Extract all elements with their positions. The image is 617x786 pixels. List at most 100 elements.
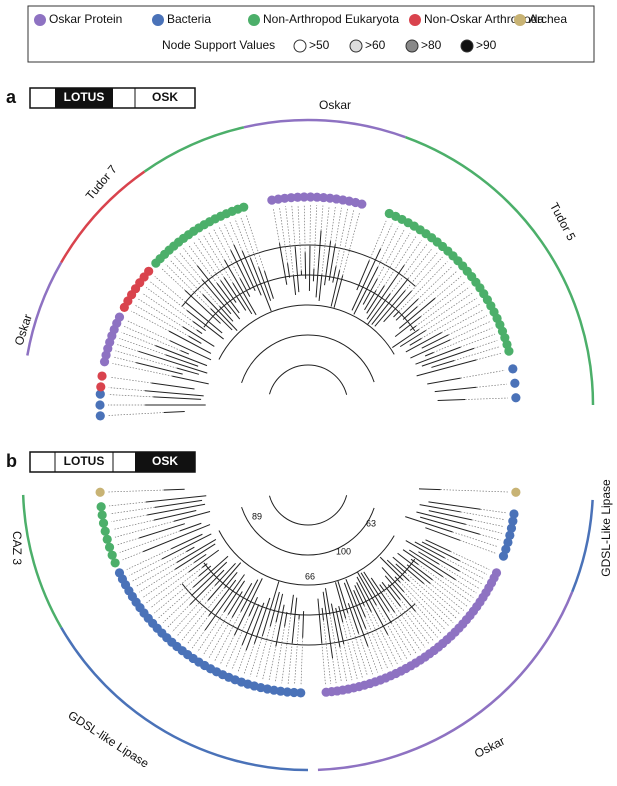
branch	[145, 287, 194, 322]
branch	[297, 205, 302, 271]
branch	[432, 579, 468, 607]
clade-arc	[60, 170, 146, 264]
branch	[427, 377, 461, 385]
branch	[290, 594, 294, 615]
branch	[442, 576, 474, 598]
branch	[181, 244, 416, 307]
lotus-domain	[55, 88, 113, 108]
branch	[119, 338, 166, 356]
branch	[150, 567, 203, 609]
branch	[165, 354, 199, 367]
branch	[402, 579, 450, 627]
branch	[135, 562, 178, 587]
support-level: >80	[421, 38, 442, 52]
branch	[229, 220, 243, 252]
leaf-dot	[104, 542, 115, 552]
branch	[410, 339, 451, 359]
branch	[167, 604, 191, 628]
leaf-dot	[509, 509, 519, 519]
clade-label: Oskar	[472, 734, 507, 761]
branch	[179, 522, 202, 532]
branch	[112, 363, 173, 377]
branch	[112, 519, 155, 530]
branch	[389, 243, 428, 295]
branch	[287, 263, 291, 278]
branch	[285, 206, 294, 276]
support-swatch	[293, 39, 307, 53]
branch	[345, 579, 367, 629]
branch	[450, 321, 490, 341]
leaf-dot	[276, 686, 286, 696]
branch	[404, 252, 438, 291]
branch	[320, 205, 324, 231]
branch	[184, 290, 221, 324]
branch	[440, 489, 508, 493]
branch	[191, 629, 206, 649]
branch	[392, 329, 420, 348]
branch	[394, 316, 422, 338]
leaf-dot	[107, 550, 117, 560]
branch	[192, 241, 222, 281]
branch	[261, 581, 280, 637]
branch	[409, 338, 422, 346]
branch	[291, 597, 298, 644]
branch	[234, 578, 263, 636]
branch	[399, 330, 426, 348]
branch	[227, 591, 243, 615]
leaf-dot	[510, 378, 520, 388]
branch	[473, 340, 498, 349]
branch	[163, 488, 185, 491]
branch	[376, 604, 408, 660]
branch	[240, 579, 259, 612]
branch	[374, 290, 406, 327]
branch	[441, 309, 484, 333]
branch	[335, 582, 347, 619]
node-value: 66	[305, 571, 315, 581]
legend-label: Bacteria	[167, 12, 211, 26]
leaf-dot	[110, 558, 120, 568]
leaf-dot	[296, 688, 306, 698]
clade-label: Tudor 5	[547, 200, 579, 243]
branch	[239, 278, 251, 297]
branch	[213, 228, 241, 279]
branch	[360, 572, 392, 624]
branch	[330, 206, 336, 242]
clade-arc	[317, 591, 574, 772]
branch	[153, 396, 202, 400]
branch	[321, 206, 330, 275]
branch	[245, 214, 265, 272]
branch	[151, 382, 195, 390]
branch	[224, 259, 257, 316]
leaf-dot	[511, 393, 521, 403]
branch	[138, 350, 208, 374]
branch	[367, 646, 378, 673]
branch	[192, 555, 229, 588]
branch	[418, 488, 441, 491]
branch	[162, 595, 193, 623]
branch	[406, 564, 431, 584]
branch	[405, 540, 460, 572]
branch	[188, 244, 218, 284]
support-level: >50	[309, 38, 330, 52]
branch	[465, 524, 503, 534]
branch	[421, 303, 481, 339]
branch	[303, 205, 306, 253]
branch	[438, 563, 480, 589]
branch	[332, 266, 337, 283]
branch	[292, 275, 297, 295]
branch	[367, 293, 391, 325]
branch	[454, 346, 500, 361]
leaf-dot	[95, 389, 105, 399]
panel-label: b	[6, 451, 17, 471]
branch	[418, 564, 471, 603]
branch	[460, 369, 506, 379]
leaf-dot	[97, 510, 107, 520]
branch	[430, 583, 464, 611]
branch	[333, 275, 344, 308]
branch	[126, 320, 171, 341]
branch	[202, 614, 229, 656]
branch	[342, 211, 361, 276]
branch	[480, 508, 507, 514]
branch	[347, 603, 360, 634]
